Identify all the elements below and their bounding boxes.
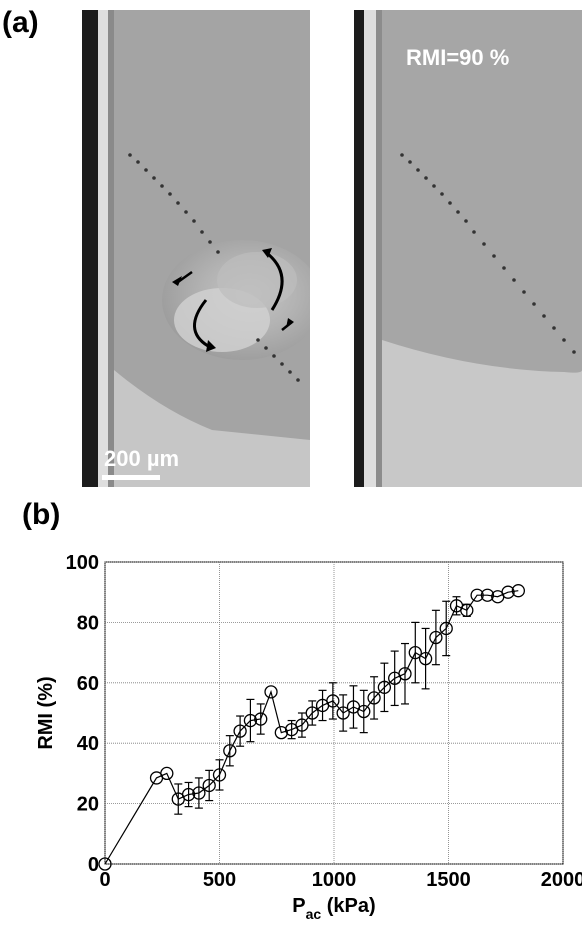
grid: [104, 561, 564, 865]
y-tick-labels: 0 20 40 60 80 100: [66, 552, 99, 876]
y-tick-label: 80: [77, 612, 99, 634]
x-tick-label: 2000: [541, 869, 582, 891]
data-point: [367, 691, 381, 705]
data-point: [202, 778, 216, 793]
y-tick-label: 100: [66, 552, 99, 574]
x-axis-label-main: P: [292, 895, 305, 917]
rmi-chart: 0 500 1000 1500 2000 0 20 40 60 80 100 RMI (%) Pa…: [35, 552, 582, 922]
x-axis-label-sub: ac: [306, 906, 322, 922]
data-point: [212, 768, 227, 782]
x-tick-label: 1500: [426, 869, 471, 891]
data-point: [326, 694, 340, 708]
data-point: [460, 603, 474, 617]
data-point: [470, 588, 484, 602]
panel-b-label: (b): [22, 498, 61, 531]
data-point: [243, 713, 258, 728]
x-axis-label-unit: (kPa): [321, 895, 375, 917]
data-point: [377, 680, 392, 694]
data-point: [274, 725, 288, 740]
data-point: [233, 724, 247, 738]
series-line: [104, 590, 519, 865]
data-point: [223, 744, 237, 758]
data-point: [480, 588, 495, 602]
panel-a-label: (a): [2, 6, 39, 39]
data-point: [160, 766, 174, 781]
data-point: [398, 667, 412, 681]
x-tick-label: 0: [99, 869, 110, 891]
data-point: [418, 651, 433, 666]
y-tick-label: 0: [88, 854, 99, 876]
data-point: [501, 585, 515, 599]
data-point: [98, 857, 112, 871]
x-tick-labels: 0 500 1000 1500 2000: [99, 869, 582, 891]
micrograph-left: 200 µm: [82, 10, 310, 487]
micrograph-right-image: [354, 10, 582, 487]
y-tick-label: 40: [77, 733, 99, 755]
data-points: [98, 584, 525, 871]
data-point: [336, 706, 350, 720]
data-point: [254, 712, 268, 726]
scale-bar: [102, 475, 160, 480]
scale-bar-label: 200 µm: [104, 446, 180, 471]
x-tick-label: 1000: [312, 869, 357, 891]
data-point: [192, 786, 206, 800]
data-point: [305, 706, 319, 720]
x-axis-label: Pac (kPa): [292, 895, 375, 922]
data-point: [181, 787, 196, 802]
data-point: [264, 685, 278, 699]
micrograph-left-image: [82, 10, 310, 487]
data-point: [357, 704, 371, 719]
data-point: [511, 584, 525, 598]
y-axis-label: RMI (%): [35, 676, 57, 749]
data-point: [295, 718, 309, 732]
data-point: [439, 621, 453, 636]
rmi-label: RMI=90 %: [406, 45, 510, 70]
y-tick-label: 20: [77, 794, 99, 816]
micrograph-right: RMI=90 %: [354, 10, 582, 487]
x-tick-label: 500: [203, 869, 236, 891]
data-point: [429, 630, 443, 645]
data-point: [408, 645, 422, 660]
y-tick-label: 60: [77, 673, 99, 695]
